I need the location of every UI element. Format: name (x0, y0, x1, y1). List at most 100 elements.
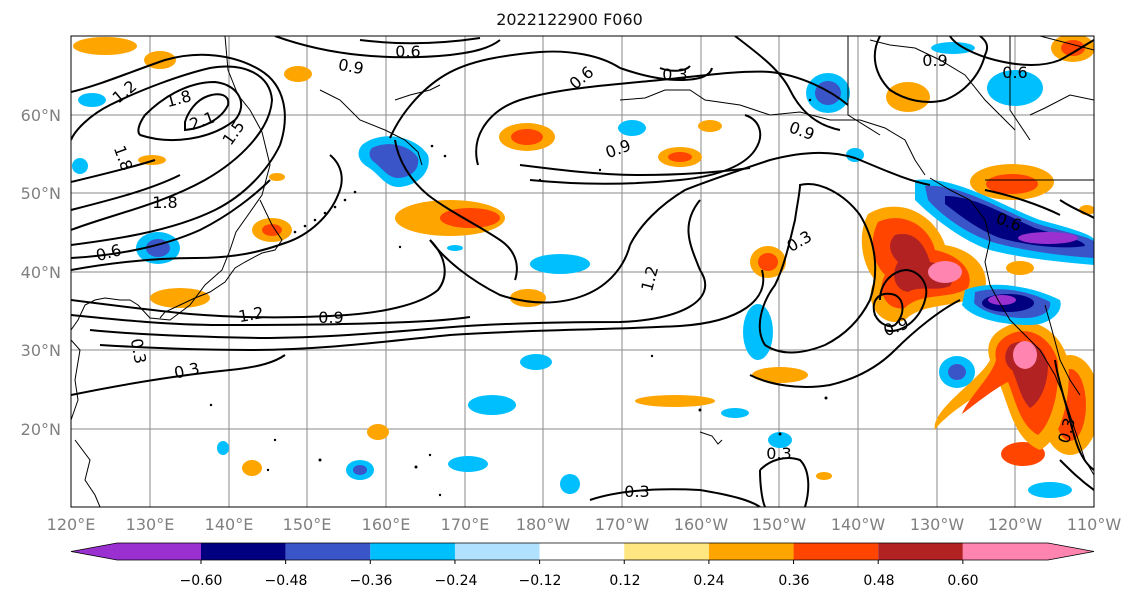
colorbar-segment (201, 543, 286, 560)
contour-lines (71, 36, 1094, 507)
contour-label: 0.9 (318, 308, 343, 327)
cold-patch (72, 158, 88, 174)
warm-core (1013, 341, 1037, 369)
warm-patch (510, 289, 546, 307)
lon-label: 140°E (205, 515, 254, 534)
warm-patch (1006, 261, 1034, 275)
colorbar-tick-label: −0.36 (350, 573, 393, 589)
lat-label: 40°N (21, 263, 61, 282)
colorbar-segment (708, 543, 794, 560)
latitude-labels: 60°N 50°N 40°N 30°N 20°N (21, 106, 61, 439)
contour-label: 0.6 (395, 42, 420, 61)
contour-label: 1.2 (237, 303, 265, 326)
cold-patch (948, 364, 966, 380)
warm-patch (269, 173, 285, 181)
map-plot-area: 0.6 0.9 0.6 0.3 0.9 0.6 1.2 1.8 2.1 1.5 … (71, 36, 1094, 507)
contour-label: 0.3 (624, 482, 649, 501)
warm-patch (986, 174, 1038, 194)
contour-label: 0.3 (127, 337, 150, 365)
cold-patch (560, 474, 580, 494)
cold-patch (468, 395, 516, 415)
lon-label: 140°W (831, 515, 886, 534)
colorbar-segment (117, 543, 201, 560)
lon-label: 160°W (674, 515, 729, 534)
warm-patch (150, 288, 210, 308)
contour-label: 0.6 (1002, 63, 1027, 82)
cold-patch (987, 70, 1043, 106)
colorbar-ticks: −0.60 −0.48 −0.36 −0.24 −0.12 0.12 0.24 … (180, 573, 979, 589)
cold-core (988, 295, 1016, 305)
lon-label: 120°E (47, 515, 96, 534)
lon-label: 170°W (595, 515, 650, 534)
cold-patch (846, 148, 864, 162)
colorbar-tick-label: −0.48 (265, 573, 308, 589)
cold-patch (618, 120, 646, 136)
lon-label: 150°W (752, 515, 807, 534)
colorbar-segment (370, 543, 455, 560)
warm-patch (635, 395, 715, 407)
plot-frame (70, 35, 1095, 508)
colorbar-tick-label: −0.24 (435, 573, 478, 589)
contour-label: 0.3 (662, 65, 687, 84)
colorbar-segment (539, 543, 625, 560)
warm-patch (242, 460, 262, 476)
lon-label: 180°W (516, 515, 571, 534)
contour-label: 0.9 (337, 55, 365, 78)
lon-label: 170°E (441, 515, 490, 534)
colorbar-tick-label: 0.24 (693, 573, 724, 589)
colorbar-tick-label: 0.48 (863, 573, 894, 589)
cold-core (1018, 232, 1078, 244)
contour-label: 0.3 (766, 444, 791, 463)
warm-patch (758, 253, 778, 271)
warm-patch (367, 424, 389, 440)
anomaly-shading (72, 36, 1094, 498)
cold-patch (448, 456, 488, 472)
cold-patch (217, 441, 229, 455)
warm-core (928, 261, 962, 283)
colorbar-outline (70, 542, 1095, 561)
lon-label: 120°W (988, 515, 1043, 534)
colorbar-tick-label: −0.12 (519, 573, 562, 589)
cold-patch (520, 354, 552, 370)
lon-label: 110°W (1067, 515, 1122, 534)
lat-label: 30°N (21, 341, 61, 360)
islands (209, 98, 828, 497)
cold-patch (931, 42, 975, 54)
lat-label: 60°N (21, 106, 61, 125)
warm-patch (886, 82, 930, 112)
cold-patch (353, 465, 367, 475)
cold-patch (1028, 482, 1072, 498)
warm-patch (816, 472, 832, 480)
contour-label: 1.8 (152, 193, 177, 212)
colorbar-tick-label: 0.12 (609, 573, 640, 589)
warm-patch (73, 37, 137, 55)
contour-label: 0.3 (172, 359, 201, 383)
lon-label: 130°W (910, 515, 965, 534)
lon-label: 130°E (126, 515, 175, 534)
longitude-labels: 120°E 130°E 140°E 150°E 160°E 170°E 180°… (47, 515, 1122, 534)
cold-patch (743, 304, 773, 360)
lon-label: 150°E (283, 515, 332, 534)
colorbar-tick-label: 0.36 (778, 573, 809, 589)
cold-patch (815, 81, 841, 105)
warm-patch (668, 152, 692, 162)
lon-label: 160°E (362, 515, 411, 534)
warm-patch (1061, 40, 1085, 56)
warm-patch (752, 367, 808, 383)
cold-patch (447, 245, 463, 251)
lat-label: 20°N (21, 420, 61, 439)
warm-patch (440, 208, 500, 228)
colorbar-segment (793, 543, 879, 560)
warm-patch (1001, 442, 1045, 466)
cold-patch (768, 432, 792, 448)
cold-patch (78, 93, 106, 107)
colorbar-tick-label: −0.60 (180, 573, 223, 589)
warm-patch (284, 66, 312, 82)
coastlines (71, 36, 1094, 507)
warm-patch (511, 129, 543, 145)
contour-label: 0.9 (922, 51, 947, 70)
colorbar (70, 542, 1095, 564)
colorbar-tick-label: 0.60 (947, 573, 978, 589)
warm-patch (698, 120, 722, 132)
